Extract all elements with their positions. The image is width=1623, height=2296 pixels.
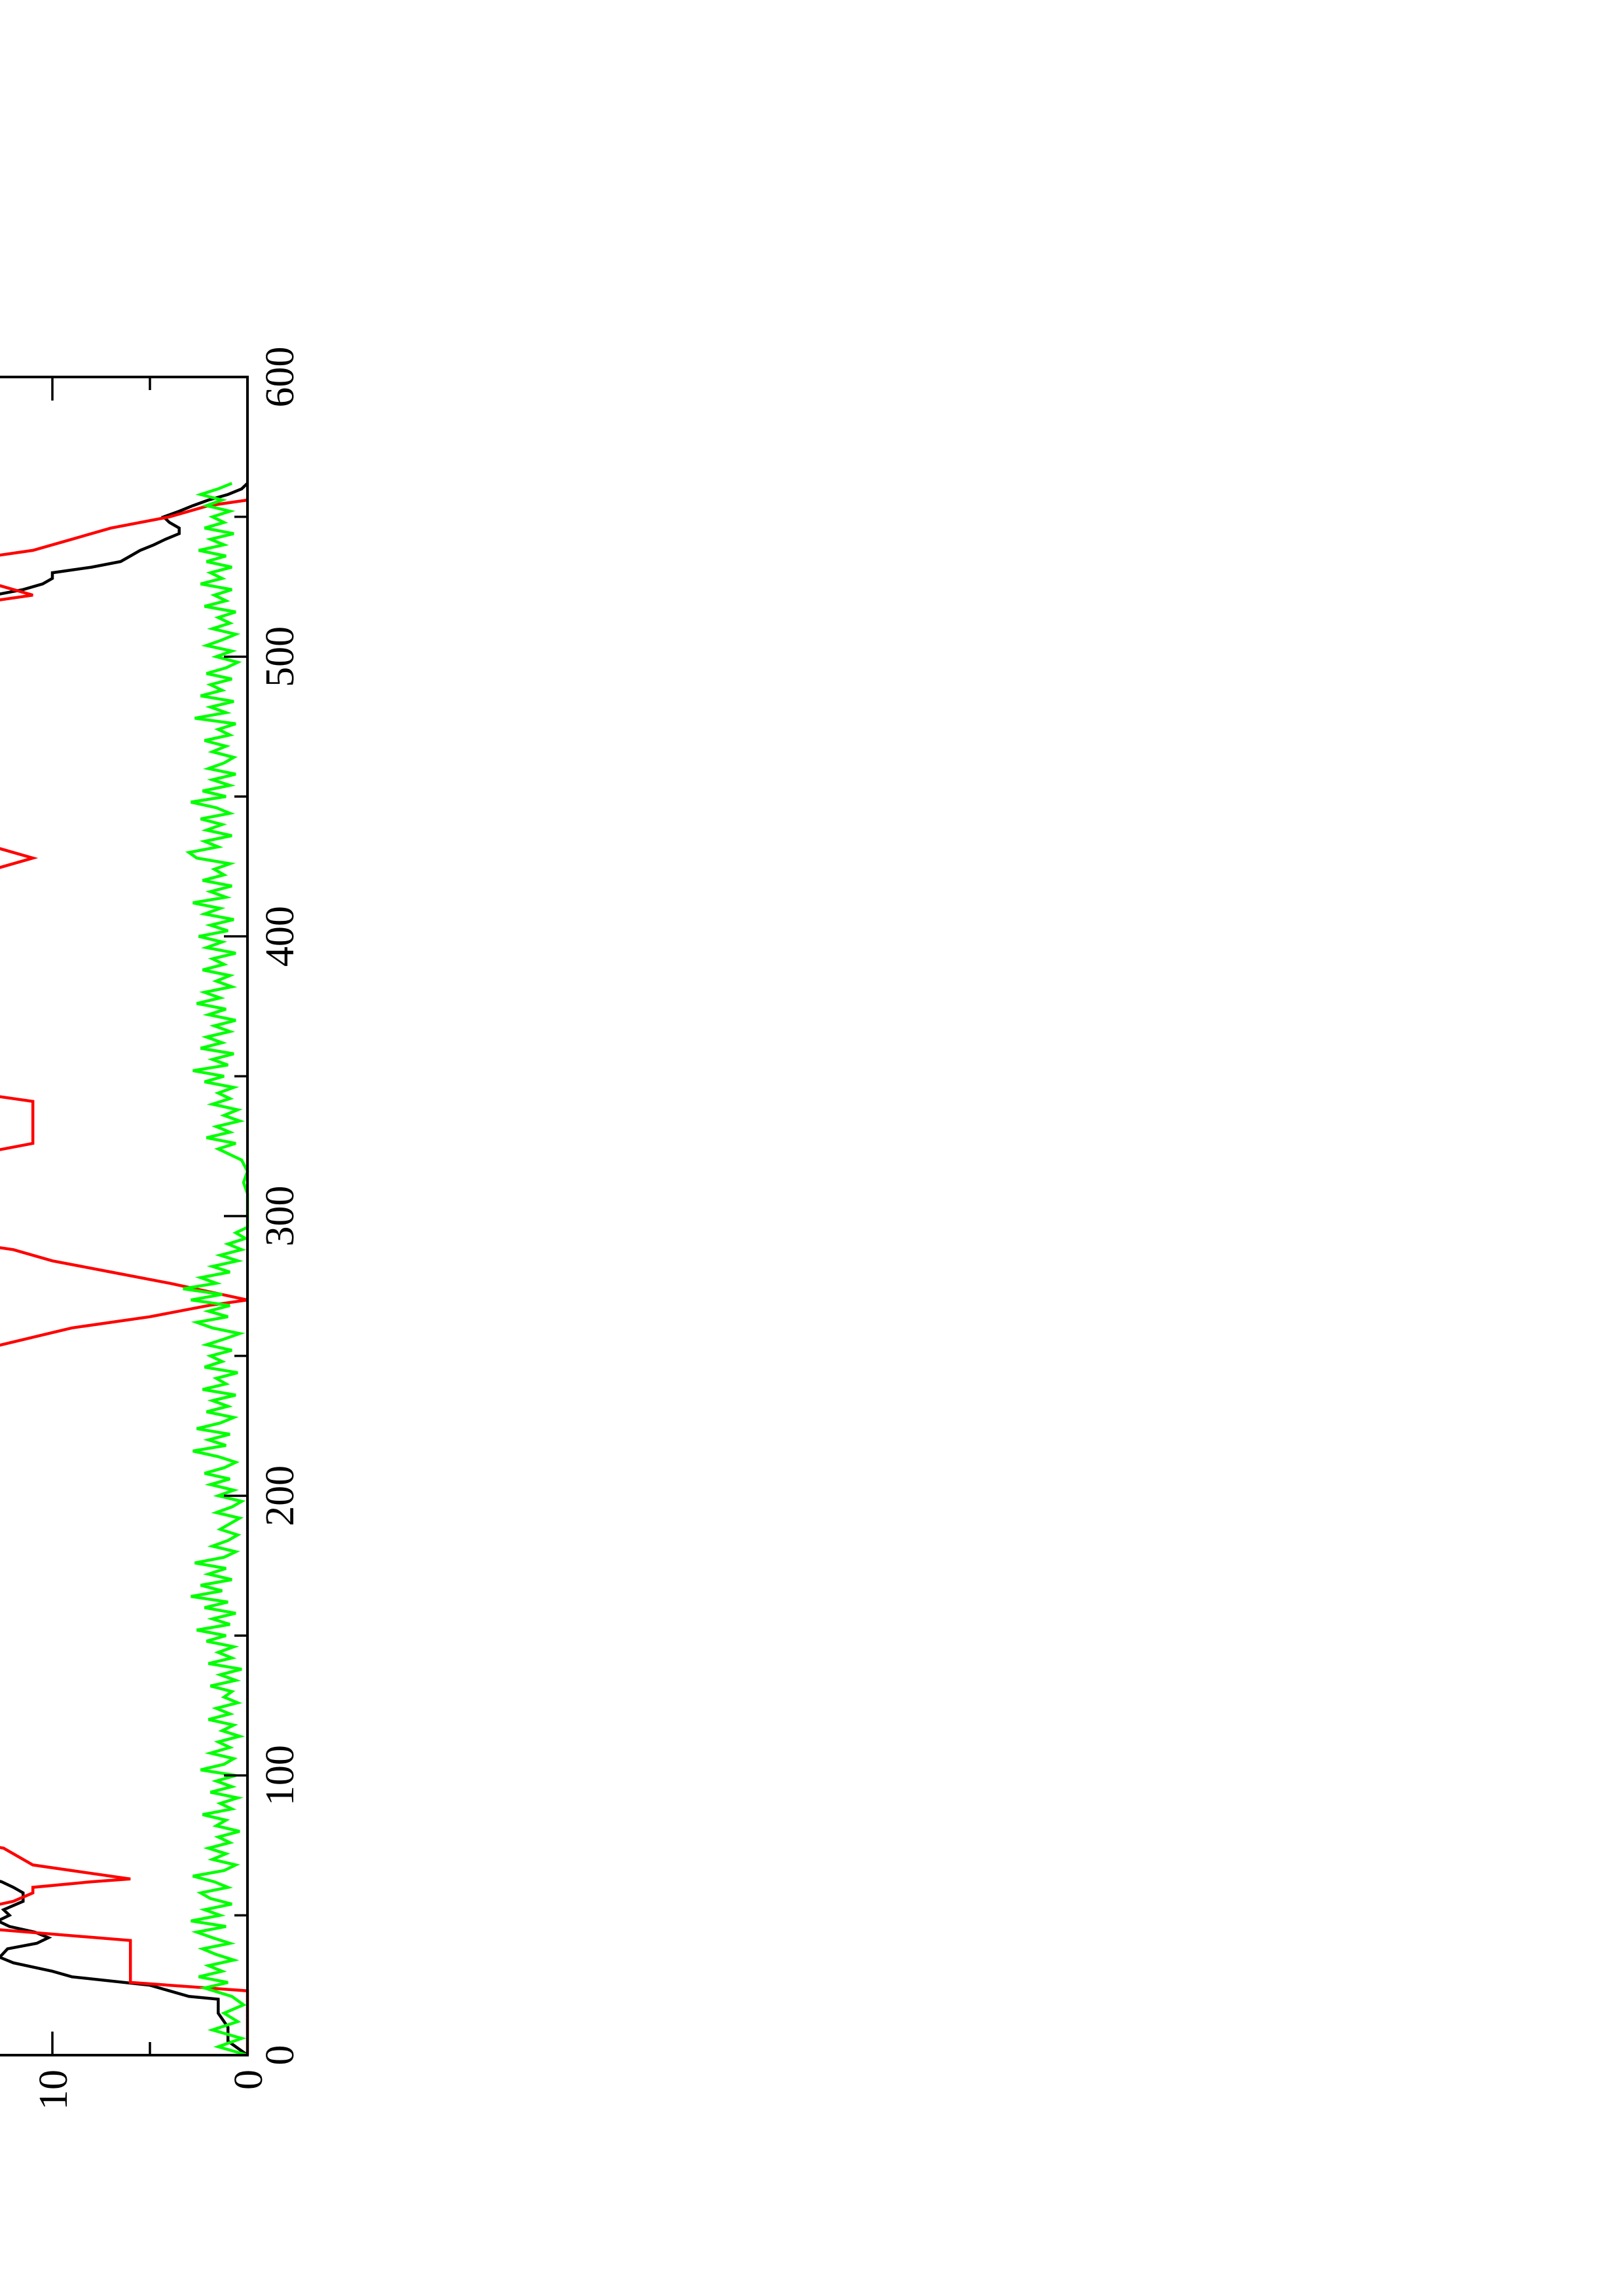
y-tick-label: 10: [31, 2070, 76, 2110]
red-series-line: [0, 498, 249, 2055]
x-tick-label: 300: [258, 1186, 302, 1247]
series-layer: [0, 482, 249, 2057]
x-tick-label: 0: [258, 2045, 302, 2066]
tick-label-layer: 01002003004005006000102030405060: [31, 347, 302, 2111]
x-tick-label: 500: [258, 626, 302, 687]
x-tick-label: 100: [258, 1745, 302, 1806]
x-tick-label: 200: [258, 1465, 302, 1526]
y-tick-label: 0: [227, 2070, 271, 2090]
plot-frame: [0, 376, 249, 2056]
rotated-plot: 01002003004005006000102030405060: [0, 347, 302, 2111]
x-tick-label: 400: [258, 906, 302, 967]
x-tick-label: 600: [258, 347, 302, 408]
green-series-line: [183, 482, 249, 2057]
